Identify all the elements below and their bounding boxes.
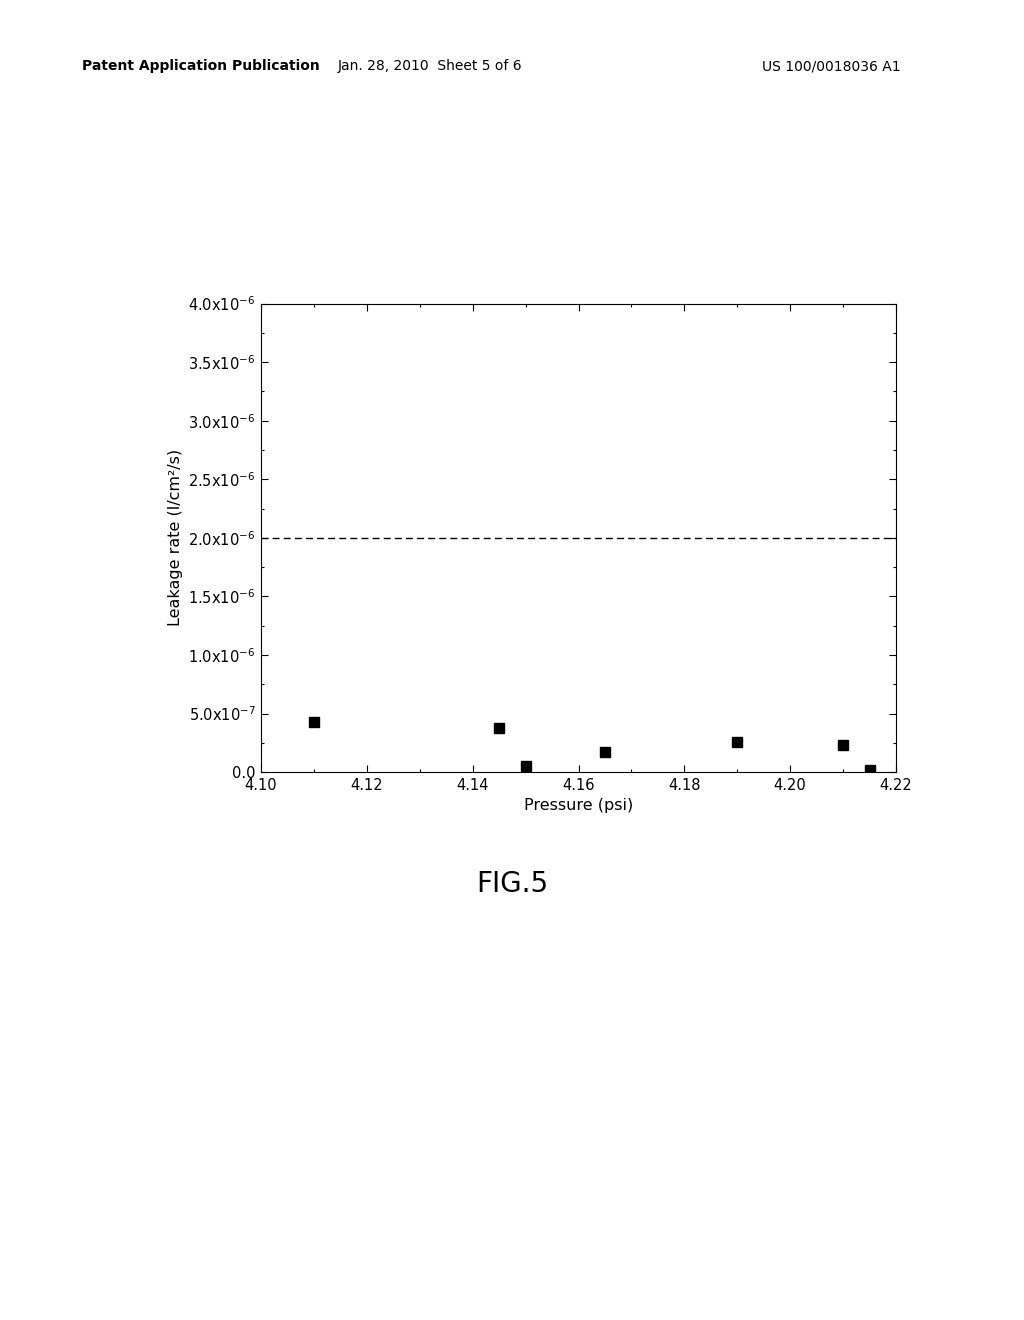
Y-axis label: Leakage rate (l/cm²/s): Leakage rate (l/cm²/s) [168, 449, 183, 627]
Text: US 100/0018036 A1: US 100/0018036 A1 [763, 59, 901, 74]
X-axis label: Pressure (psi): Pressure (psi) [524, 799, 633, 813]
Text: Jan. 28, 2010  Sheet 5 of 6: Jan. 28, 2010 Sheet 5 of 6 [338, 59, 522, 74]
Text: Patent Application Publication: Patent Application Publication [82, 59, 319, 74]
Text: FIG.5: FIG.5 [476, 870, 548, 899]
